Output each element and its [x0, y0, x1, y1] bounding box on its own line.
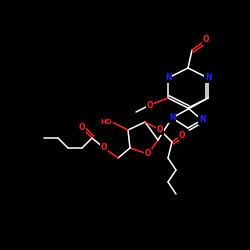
Text: O: O [147, 100, 153, 110]
Text: O: O [179, 130, 185, 140]
Text: N: N [199, 116, 205, 124]
Text: O: O [79, 124, 85, 132]
Text: O: O [145, 150, 151, 158]
Text: HO: HO [100, 119, 112, 125]
Text: N: N [205, 74, 211, 82]
Text: O: O [203, 36, 209, 44]
Text: N: N [165, 74, 171, 82]
Text: N: N [169, 114, 175, 122]
Text: O: O [101, 144, 107, 152]
Text: O: O [157, 126, 163, 134]
